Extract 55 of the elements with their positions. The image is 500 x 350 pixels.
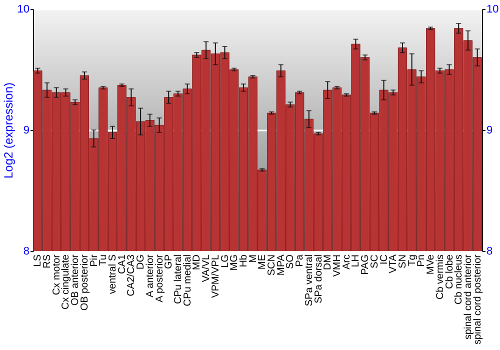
y2-tick-label: 9 [486,124,493,136]
x-tick-label: SPa ventral [304,254,315,306]
x-tick-label: LG [220,254,231,268]
y-tick-label: 9 [23,124,30,136]
x-tick-label: CPu medial [182,254,194,306]
x-tick-label: spinal cord anterior [462,254,474,340]
x-tick-label: LH [350,254,362,268]
x-tick-label: VA/VL [201,254,212,282]
y-axis-title: Log2 (expression) [1,82,16,179]
x-tick-label: PAG [360,254,372,275]
x-tick-label: Tg [406,254,418,266]
x-tick-label: Cb vermis [434,254,446,300]
x-tick-label: SPa dorsal [313,254,324,304]
x-tick-label: LS [32,254,44,267]
x-tick-label: SO [285,254,296,269]
x-tick-label: IC [378,254,390,264]
x-tick-label: VTA [388,254,400,274]
x-tick-label: Cx motor [51,254,62,296]
x-tick-label: CA2/CA3 [126,254,138,296]
x-tick-label: CPu lateral [172,254,184,304]
x-tick-label: spinal cord posterior [472,254,484,345]
x-tick-label: OB anterior [70,254,82,306]
x-tick-label: Pn [416,254,428,267]
x-tick-label: M [248,254,259,263]
x-tick-label: MVe [426,254,437,275]
x-tick-label: CA1 [116,254,128,274]
x-tick-label: Cx cingulate [60,254,72,310]
x-tick-label: Hb [238,254,250,268]
x-tick-label: SN [397,254,408,268]
x-tick-label: ventral S [108,254,119,294]
y-tick-label: 8 [23,246,30,258]
x-tick-label: Arc [341,254,352,270]
x-tick-label: OB posterior [79,254,90,311]
y2-tick-label: 10 [486,4,499,16]
x-tick-label: SC [369,254,380,268]
x-tick-label: VMH [332,254,344,277]
x-tick-label: Pa [294,254,306,267]
x-tick-label: MPA [276,254,287,276]
x-tick-label: Cb nucleus [454,254,465,305]
x-tick-label: DM [322,254,334,270]
x-tick-label: SCN [266,254,278,276]
y-tick-label: 10 [17,4,30,16]
x-tick-label: MG [229,254,240,271]
x-tick-label: A anterior [144,254,156,298]
x-tick-label: GP [164,254,175,269]
y2-tick-label: 8 [486,246,493,258]
x-tick-label: A posterior [154,254,166,302]
x-tick-label: RS [42,254,54,268]
x-tick-label: DG [136,254,147,270]
x-tick-label: Tu [98,254,110,266]
x-tick-label: VPM/VPL [210,254,222,298]
x-tick-label: ME [257,254,268,270]
x-tick-label: MD [192,254,203,270]
x-tick-label: Pir [88,254,100,267]
x-tick-label: Cb lobe [444,254,456,289]
